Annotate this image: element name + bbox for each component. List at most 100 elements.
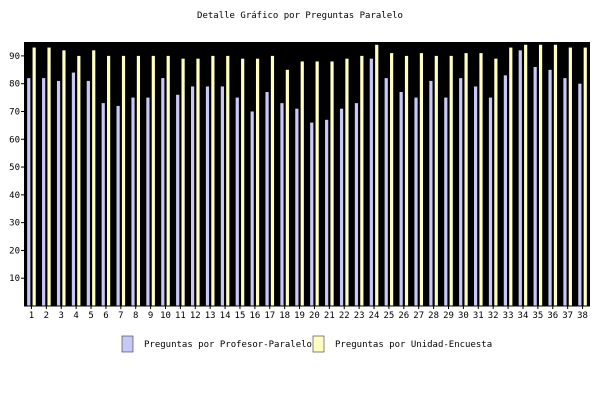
bar-unidad-encuesta-11 [181, 58, 185, 306]
x-tick-label: 29 [443, 311, 454, 321]
bar-profesor-paralelo-10 [161, 78, 165, 306]
y-tick-label: 40 [9, 191, 20, 201]
x-tick-label: 33 [503, 311, 514, 321]
bar-unidad-encuesta-14 [226, 55, 230, 306]
bar-unidad-encuesta-38 [583, 47, 587, 307]
bar-unidad-encuesta-17 [270, 55, 275, 306]
bar-profesor-paralelo-36 [548, 69, 552, 306]
x-tick-label: 20 [309, 311, 320, 321]
x-tick-label: 18 [279, 311, 290, 321]
bar-unidad-encuesta-31 [479, 53, 483, 307]
bar-unidad-encuesta-28 [434, 55, 438, 306]
bar-unidad-encuesta-35 [538, 44, 543, 306]
bar-profesor-paralelo-8 [131, 97, 135, 306]
y-tick-label: 50 [9, 163, 20, 173]
x-tick-label: 10 [160, 311, 171, 321]
bar-unidad-encuesta-10 [166, 55, 170, 306]
bar-unidad-encuesta-1 [32, 47, 36, 307]
bar-unidad-encuesta-26 [404, 55, 409, 306]
x-tick-label: 34 [518, 311, 529, 321]
bar-unidad-encuesta-15 [241, 58, 245, 306]
bar-profesor-paralelo-23 [354, 103, 359, 306]
bar-profesor-paralelo-3 [56, 80, 61, 306]
bar-profesor-paralelo-6 [101, 103, 105, 306]
bar-unidad-encuesta-12 [196, 58, 200, 306]
bar-profesor-paralelo-9 [146, 97, 150, 306]
bar-profesor-paralelo-11 [176, 94, 180, 306]
bar-profesor-paralelo-4 [71, 72, 76, 306]
legend-swatch-profesor-paralelo [121, 335, 134, 353]
x-tick-label: 21 [324, 311, 335, 321]
x-tick-label: 15 [235, 311, 246, 321]
bar-unidad-encuesta-7 [121, 55, 126, 306]
bar-unidad-encuesta-16 [255, 58, 260, 306]
bar-profesor-paralelo-31 [473, 86, 478, 307]
bar-profesor-paralelo-16 [250, 111, 254, 306]
bar-profesor-paralelo-2 [42, 78, 46, 306]
bar-profesor-paralelo-35 [533, 67, 537, 306]
bar-unidad-encuesta-13 [211, 55, 215, 306]
bar-unidad-encuesta-20 [315, 61, 319, 307]
bar-profesor-paralelo-38 [578, 83, 582, 307]
bar-unidad-encuesta-24 [375, 44, 379, 306]
bar-profesor-paralelo-5 [86, 80, 90, 306]
bar-profesor-paralelo-32 [488, 97, 493, 306]
bar-unidad-encuesta-8 [136, 55, 141, 306]
bar-unidad-encuesta-18 [285, 69, 289, 306]
bar-profesor-paralelo-34 [518, 50, 522, 307]
bar-profesor-paralelo-17 [265, 92, 269, 307]
x-tick-label: 24 [369, 311, 380, 321]
bar-profesor-paralelo-22 [339, 108, 344, 306]
y-tick-label: 70 [9, 107, 20, 117]
bar-profesor-paralelo-29 [444, 97, 448, 306]
bar-unidad-encuesta-22 [345, 58, 349, 306]
bar-unidad-encuesta-34 [524, 44, 528, 306]
bar-unidad-encuesta-32 [494, 58, 498, 306]
x-tick-label: 28 [428, 311, 439, 321]
x-tick-label: 27 [413, 311, 424, 321]
legend-label-profesor-paralelo: Preguntas por Profesor-Paralelo [144, 340, 312, 350]
bar-profesor-paralelo-1 [27, 78, 31, 306]
x-tick-label: 32 [488, 311, 499, 321]
y-tick-label: 20 [9, 246, 20, 256]
x-tick-label: 37 [562, 311, 573, 321]
bar-profesor-paralelo-21 [325, 119, 329, 306]
legend: Preguntas por Profesor-Paralelo Preguntas… [121, 335, 492, 353]
x-tick-label: 38 [577, 311, 588, 321]
bar-profesor-paralelo-20 [310, 122, 314, 306]
x-tick-label: 7 [118, 311, 123, 321]
bar-profesor-paralelo-33 [503, 75, 507, 306]
bar-profesor-paralelo-27 [414, 97, 418, 306]
bar-unidad-encuesta-33 [509, 47, 513, 307]
x-tick-label: 19 [294, 311, 305, 321]
x-tick-label: 26 [398, 311, 409, 321]
x-tick-label: 1 [29, 311, 34, 321]
bar-profesor-paralelo-37 [563, 78, 567, 306]
bar-profesor-paralelo-28 [429, 80, 433, 306]
legend-swatch-unidad-encuesta [312, 335, 325, 353]
bar-unidad-encuesta-3 [62, 50, 66, 307]
x-tick-label: 4 [73, 311, 78, 321]
bar-unidad-encuesta-25 [390, 53, 394, 307]
bar-profesor-paralelo-15 [235, 97, 239, 306]
x-tick-label: 22 [339, 311, 350, 321]
y-tick-label: 60 [9, 135, 20, 145]
x-tick-label: 23 [354, 311, 365, 321]
bar-unidad-encuesta-37 [568, 47, 572, 307]
chart-title: Detalle Gráfico por Preguntas Paralelo [197, 11, 403, 21]
y-tick-label: 80 [9, 80, 20, 90]
legend-label-unidad-encuesta: Preguntas por Unidad-Encuesta [335, 340, 492, 350]
bar-unidad-encuesta-9 [151, 55, 155, 306]
x-tick-label: 25 [383, 311, 394, 321]
x-tick-label: 17 [264, 311, 275, 321]
bar-unidad-encuesta-23 [360, 55, 364, 306]
bar-unidad-encuesta-4 [77, 55, 81, 306]
bar-unidad-encuesta-29 [449, 55, 453, 306]
y-tick-label: 10 [9, 274, 20, 284]
x-tick-label: 6 [103, 311, 108, 321]
x-tick-label: 3 [59, 311, 64, 321]
bar-unidad-encuesta-2 [47, 47, 51, 307]
x-tick-label: 36 [547, 311, 558, 321]
